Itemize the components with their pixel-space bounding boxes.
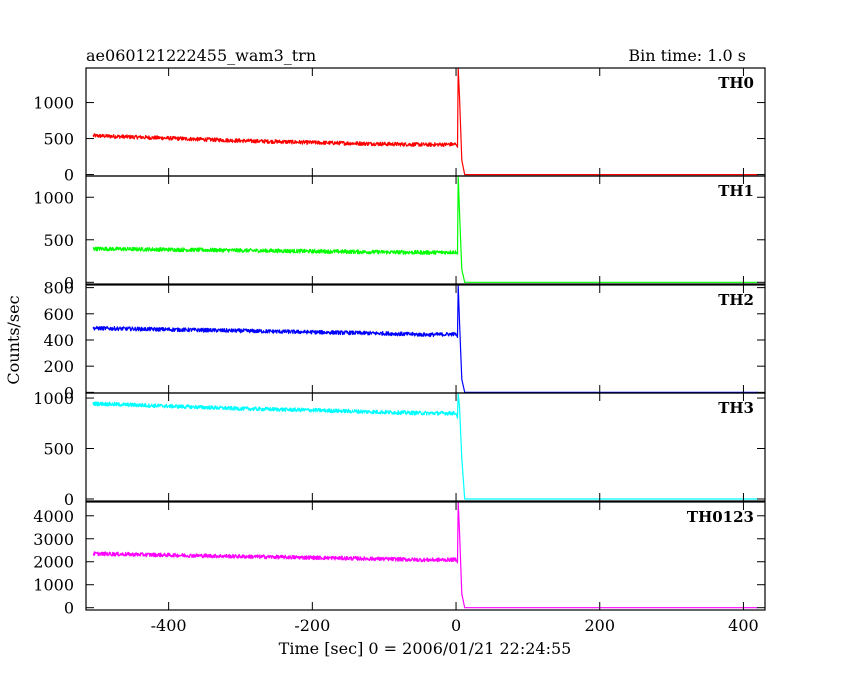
series-line-th0123 bbox=[92, 501, 758, 609]
y-tick-label: 3000 bbox=[33, 530, 74, 549]
y-axis-title: Counts/sec bbox=[4, 295, 23, 384]
panel-frame bbox=[85, 67, 766, 177]
y-tick-label: 800 bbox=[43, 279, 74, 298]
series-line-th2 bbox=[92, 284, 758, 393]
x-tick-label: 200 bbox=[584, 616, 615, 635]
y-tick-label: 4000 bbox=[33, 507, 74, 526]
series-line-th3 bbox=[92, 392, 758, 500]
series-line-th1 bbox=[92, 175, 758, 283]
x-tick-label: -400 bbox=[151, 616, 187, 635]
panel-th3: 0 500 1000 TH3 bbox=[33, 389, 766, 509]
panel-th0: 0 500 1000 TH0 bbox=[33, 67, 766, 185]
panel-label-th0: TH0 bbox=[718, 74, 754, 92]
y-tick-label: 500 bbox=[43, 130, 74, 149]
series-line-th0 bbox=[92, 67, 758, 176]
y-tick-label: 1000 bbox=[33, 389, 74, 408]
panels: 0 500 1000 TH0 0 500 1000 TH1 0 200 400 600 800 TH2 0 5… bbox=[33, 67, 766, 635]
panel-frame bbox=[85, 392, 766, 502]
y-tick-label: 0 bbox=[64, 166, 74, 185]
y-tick-label: 500 bbox=[43, 231, 74, 250]
panel-frame bbox=[85, 175, 766, 285]
y-tick-label: 600 bbox=[43, 305, 74, 324]
y-tick-label: 0 bbox=[64, 599, 74, 618]
y-tick-label: 0 bbox=[64, 490, 74, 509]
y-tick-label: 0 bbox=[64, 383, 74, 402]
panel-label-th3: TH3 bbox=[718, 399, 754, 417]
panel-th1: 0 500 1000 TH1 bbox=[33, 175, 766, 292]
panel-frame bbox=[85, 501, 766, 611]
y-tick-label: 0 bbox=[64, 273, 74, 292]
chart-title: ae060121222455_wam3_trn bbox=[86, 46, 316, 65]
panel-label-th0123: TH0123 bbox=[687, 508, 754, 526]
y-tick-label: 1000 bbox=[33, 188, 74, 207]
y-tick-label: 400 bbox=[43, 331, 74, 350]
y-tick-label: 2000 bbox=[33, 553, 74, 572]
panel-label-th2: TH2 bbox=[718, 291, 754, 309]
y-tick-label: 1000 bbox=[33, 576, 74, 595]
y-tick-label: 500 bbox=[43, 440, 74, 459]
x-tick-label: 400 bbox=[728, 616, 759, 635]
panel-th2: 0 200 400 600 800 TH2 bbox=[43, 279, 766, 402]
panel-th0123: 0 1000 2000 3000 4000 TH0123 bbox=[33, 501, 766, 618]
panel-frame bbox=[85, 284, 766, 394]
bin-time-label: Bin time: 1.0 s bbox=[628, 46, 746, 65]
x-tick-label: 0 bbox=[451, 616, 461, 635]
panel-label-th1: TH1 bbox=[718, 182, 754, 200]
y-tick-label: 200 bbox=[43, 357, 74, 376]
x-axis-title: Time [sec] 0 = 2006/01/21 22:24:55 bbox=[279, 639, 572, 658]
y-tick-label: 1000 bbox=[33, 94, 74, 113]
x-tick-label: -200 bbox=[294, 616, 330, 635]
